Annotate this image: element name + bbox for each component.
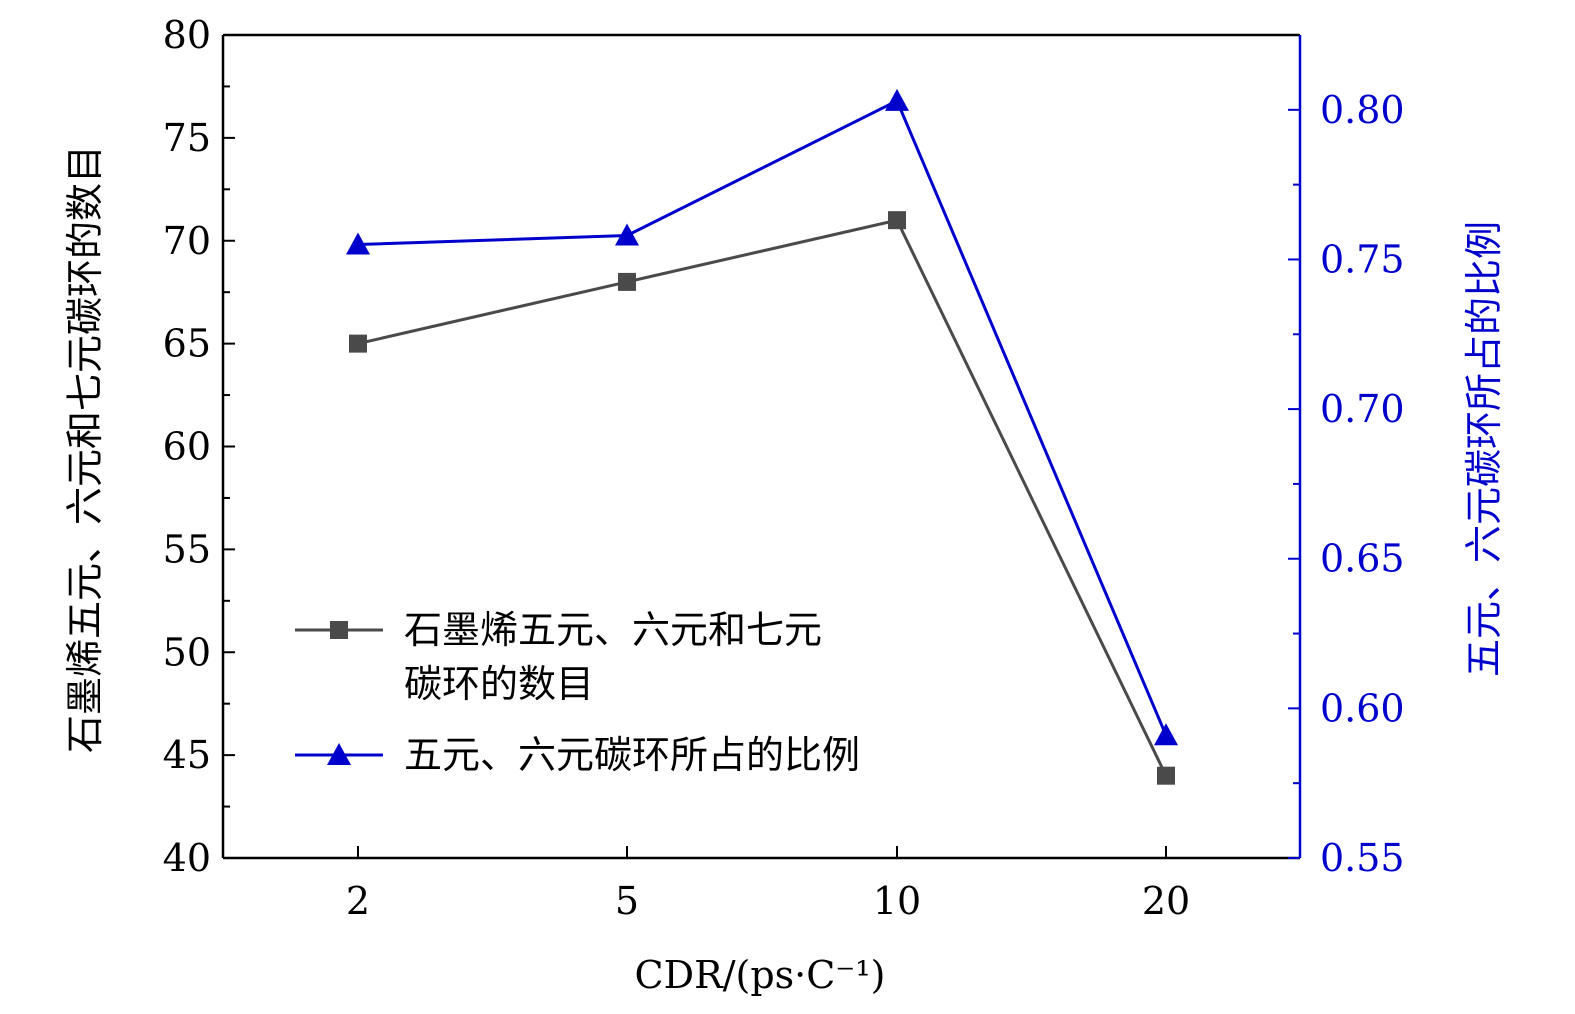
series-layer <box>346 88 1178 785</box>
legend-square-marker <box>330 621 348 639</box>
right-tick-label: 0.60 <box>1320 686 1405 730</box>
right-tick-label: 0.55 <box>1320 836 1405 880</box>
x-axis-title: CDR/(ps·C⁻¹) <box>635 953 886 997</box>
right-tick-label: 0.80 <box>1320 88 1405 132</box>
triangle-marker <box>885 88 909 111</box>
left-tick-label: 80 <box>163 13 211 57</box>
x-tick-label: 10 <box>873 879 921 923</box>
x-axis: 2 5 10 20 <box>346 846 1190 923</box>
left-y-axis: 40 45 50 55 60 65 70 75 80 <box>163 13 235 880</box>
triangle-marker <box>346 232 370 255</box>
left-tick-label: 70 <box>163 219 211 263</box>
square-marker <box>1157 766 1175 785</box>
square-marker <box>618 272 636 291</box>
left-tick-label: 60 <box>163 425 211 469</box>
square-marker <box>349 334 367 353</box>
x-tick-label: 2 <box>346 879 370 923</box>
triangle-marker <box>615 223 639 246</box>
right-y-axis: 0.55 0.60 0.65 0.70 0.75 0.80 <box>1288 88 1405 880</box>
legend-label: 石墨烯五元、六元和七元 <box>404 608 822 652</box>
left-tick-label: 65 <box>163 322 211 366</box>
left-tick-label: 40 <box>163 836 211 880</box>
left-tick-label: 55 <box>163 527 211 571</box>
x-tick-label: 20 <box>1142 879 1190 923</box>
left-tick-label: 45 <box>163 733 211 777</box>
series-line-2 <box>357 98 1168 736</box>
x-tick-label: 5 <box>615 879 639 923</box>
left-tick-label: 50 <box>163 630 211 674</box>
legend-label: 碳环的数目 <box>404 662 594 706</box>
triangle-marker <box>1154 723 1178 746</box>
square-marker <box>888 211 906 230</box>
right-tick-label: 0.65 <box>1320 537 1405 581</box>
right-tick-label: 0.75 <box>1320 237 1405 281</box>
left-tick-label: 75 <box>163 116 211 160</box>
series-line-1 <box>357 218 1168 777</box>
legend-triangle-marker <box>327 743 351 765</box>
left-y-axis-title: 石墨烯五元、六元和七元碳环的数目 <box>63 145 107 753</box>
right-y-axis-title: 五元、六元碳环所占的比例 <box>1462 221 1506 677</box>
right-tick-label: 0.70 <box>1320 387 1405 431</box>
legend-label: 五元、六元碳环所占的比例 <box>404 733 860 777</box>
